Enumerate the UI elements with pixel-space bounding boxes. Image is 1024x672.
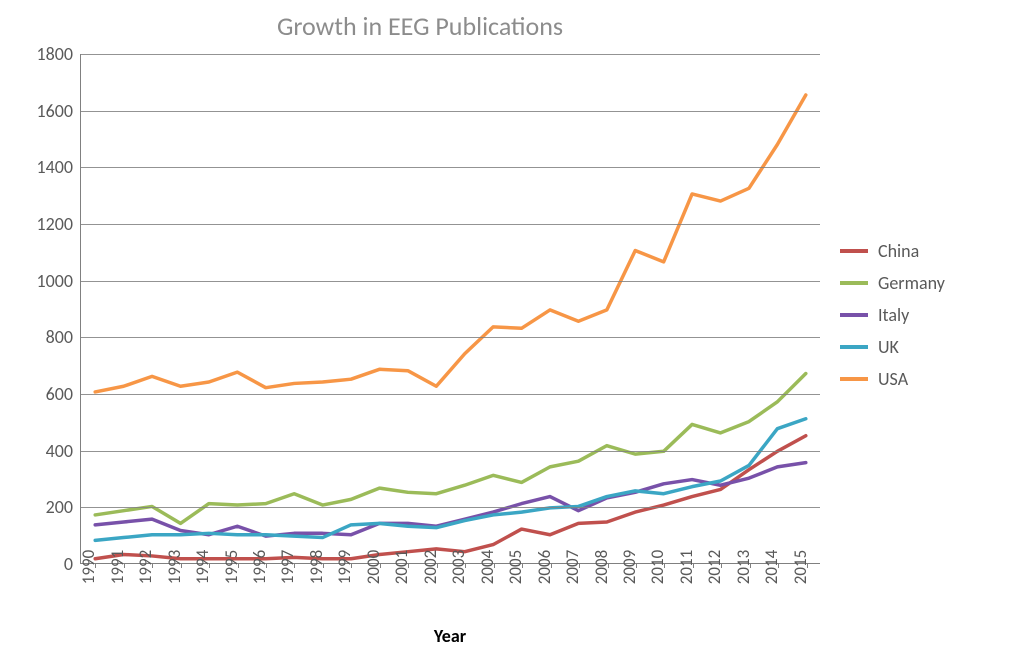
y-tick-label: 1800 — [37, 43, 82, 65]
gridline — [81, 54, 820, 55]
gridline — [81, 451, 820, 452]
gridline — [81, 167, 820, 168]
x-tick-label: 1991 — [106, 550, 127, 584]
x-tick-label: 1994 — [192, 550, 213, 584]
series-line-germany — [95, 374, 806, 524]
legend: China Germany Italy UK USA — [840, 230, 1010, 400]
x-tick-label: 2010 — [647, 550, 668, 584]
legend-label: UK — [878, 336, 899, 358]
y-tick-label: 800 — [46, 326, 81, 348]
x-tick-label: 1999 — [334, 550, 355, 584]
y-tick-label: 400 — [46, 440, 81, 462]
y-tick-label: 1600 — [37, 100, 82, 122]
legend-swatch-icon — [840, 313, 868, 317]
line-series-layer — [81, 54, 820, 563]
legend-item-germany: Germany — [840, 272, 1010, 294]
legend-label: Germany — [878, 272, 945, 294]
plot-area: 0200400600800100012001400160018001990199… — [80, 54, 820, 564]
x-tick-label: 2013 — [733, 550, 754, 584]
x-tick-label: 1998 — [306, 550, 327, 584]
y-tick-label: 600 — [46, 383, 81, 405]
legend-swatch-icon — [840, 377, 868, 381]
x-tick-label: 1996 — [249, 550, 270, 584]
legend-swatch-icon — [840, 281, 868, 285]
x-tick-label: 2003 — [448, 550, 469, 584]
gridline — [81, 394, 820, 395]
x-tick-label: 2006 — [533, 550, 554, 584]
legend-label: China — [878, 240, 919, 262]
y-tick-label: 200 — [46, 496, 81, 518]
x-tick-label: 1993 — [163, 550, 184, 584]
gridline — [81, 111, 820, 112]
x-tick-label: 2005 — [505, 550, 526, 584]
legend-swatch-icon — [840, 249, 868, 253]
y-tick-label: 1200 — [37, 213, 82, 235]
gridline — [81, 507, 820, 508]
legend-item-uk: UK — [840, 336, 1010, 358]
x-tick-label: 1995 — [220, 550, 241, 584]
x-tick-label: 2011 — [676, 550, 697, 584]
x-tick-label: 1997 — [277, 550, 298, 584]
x-tick-label: 2014 — [761, 550, 782, 584]
x-tick-label: 2008 — [590, 550, 611, 584]
y-tick-label: 1000 — [37, 270, 82, 292]
chart-title: Growth in EEG Publications — [0, 10, 840, 42]
series-line-usa — [95, 95, 806, 392]
x-tick-label: 2012 — [704, 550, 725, 584]
x-tick-label: 2015 — [790, 550, 811, 584]
legend-swatch-icon — [840, 345, 868, 349]
x-tick-label: 2001 — [391, 550, 412, 584]
x-tick-label: 1990 — [78, 550, 99, 584]
x-tick-label: 2002 — [420, 550, 441, 584]
y-tick-label: 1400 — [37, 156, 82, 178]
legend-item-usa: USA — [840, 368, 1010, 390]
gridline — [81, 337, 820, 338]
series-line-china — [95, 436, 806, 559]
gridline — [81, 224, 820, 225]
legend-item-china: China — [840, 240, 1010, 262]
x-tick-label: 2007 — [562, 550, 583, 584]
legend-label: Italy — [878, 304, 909, 326]
x-tick-label: 1992 — [135, 550, 156, 584]
x-tick-label: 2009 — [619, 550, 640, 584]
x-axis-label: Year — [80, 625, 820, 647]
x-tick-label: 2000 — [363, 550, 384, 584]
legend-label: USA — [878, 368, 908, 390]
gridline — [81, 281, 820, 282]
legend-item-italy: Italy — [840, 304, 1010, 326]
x-tick-label: 2004 — [476, 550, 497, 584]
chart-container: Growth in EEG Publications 0200400600800… — [0, 0, 1024, 672]
